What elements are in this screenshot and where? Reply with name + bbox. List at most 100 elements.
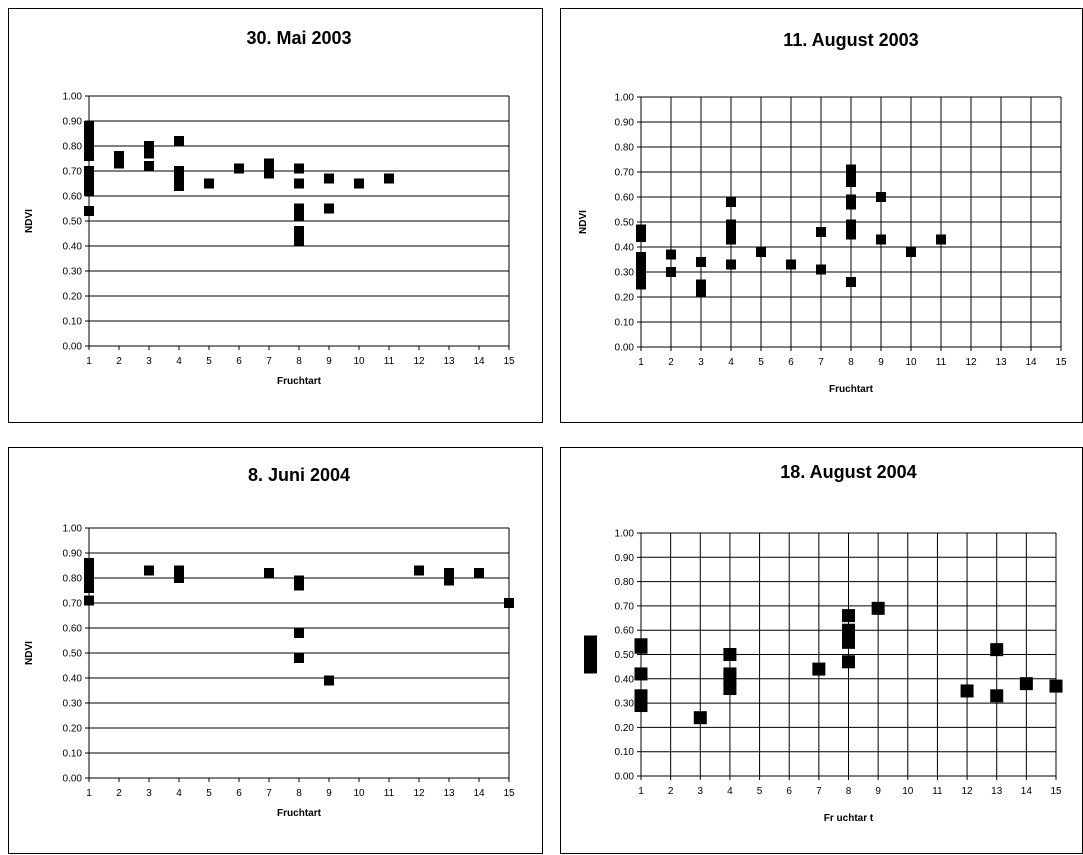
data-point <box>876 234 886 245</box>
x-tick-label: 13 <box>991 786 1003 797</box>
y-tick-label: 0.50 <box>615 650 635 661</box>
x-tick-label: 11 <box>384 356 395 367</box>
y-tick-label: 0.90 <box>615 553 635 564</box>
chart-title: 30. Mai 2003 <box>246 28 351 48</box>
data-point <box>234 163 244 174</box>
data-point <box>174 565 184 576</box>
data-point <box>114 158 124 169</box>
data-point <box>504 598 514 608</box>
chart-title: 18. August 2004 <box>780 462 916 482</box>
x-tick-label: 11 <box>384 788 395 799</box>
y-tick-label: 1.00 <box>63 524 83 535</box>
data-point <box>354 178 364 189</box>
x-tick-label: 14 <box>473 356 485 367</box>
x-tick-label: 9 <box>326 356 332 367</box>
data-point <box>174 181 184 191</box>
data-point <box>876 192 886 202</box>
x-tick-label: 3 <box>698 357 704 368</box>
data-point <box>756 247 766 257</box>
y-tick-label: 0.00 <box>615 343 635 354</box>
x-tick-label: 15 <box>503 788 515 799</box>
scatter-chart-2: 11. August 2003 0.00 0.10 0.20 0.30 0.40 0.50 0… <box>578 30 1067 395</box>
data-point <box>294 653 304 663</box>
data-point <box>990 643 1004 657</box>
x-tick-label: 6 <box>788 357 794 368</box>
x-tick-label: 3 <box>146 788 152 799</box>
chart-panel-2: 11. August 2003 0.00 0.10 0.20 0.30 0.40 0.50 0… <box>560 8 1083 423</box>
y-tick-label: 0.20 <box>63 724 83 735</box>
x-tick-label: 10 <box>905 357 917 368</box>
x-tick-label: 9 <box>878 357 884 368</box>
data-point <box>414 565 424 576</box>
data-point <box>174 573 184 583</box>
data-point <box>636 232 646 242</box>
y-tick-label: 0.10 <box>63 317 83 328</box>
x-tick-label: 4 <box>727 786 733 797</box>
chart-panel-4: 18. August 2004 0.00 0.10 0.20 0.30 0.40 0.50 0… <box>560 447 1083 854</box>
scatter-chart-3: 8. Juni 2004 0.00 0.10 0.20 0.30 0.40 0.50 0.60… <box>24 465 515 819</box>
x-tick-label: 12 <box>413 356 425 367</box>
x-tick-label: 5 <box>206 356 212 367</box>
data-point <box>906 247 916 257</box>
x-tick-label: 15 <box>503 356 515 367</box>
data-point <box>324 675 334 686</box>
data-point <box>816 227 826 237</box>
y-tick-label: 0.70 <box>615 168 635 179</box>
x-tick-label: 2 <box>668 357 674 368</box>
data-point <box>294 236 304 246</box>
data-point <box>812 662 826 676</box>
data-point <box>846 169 856 180</box>
chart-title: 8. Juni 2004 <box>248 465 350 485</box>
y-tick-label: 0.40 <box>63 674 83 685</box>
data-point <box>936 234 946 245</box>
y-tick-label: 0.10 <box>63 749 83 760</box>
data-point <box>786 259 796 270</box>
data-point <box>294 178 304 189</box>
x-tick-label: 7 <box>266 788 272 799</box>
data-point <box>114 151 124 161</box>
x-tick-label: 15 <box>1050 786 1062 797</box>
x-tick-label: 1 <box>638 357 644 368</box>
data-point <box>634 699 648 713</box>
data-point <box>204 178 214 189</box>
data-point <box>144 141 154 151</box>
y-tick-label: 0.40 <box>615 243 635 254</box>
data-point <box>84 583 94 593</box>
data-point <box>696 279 706 290</box>
data-point <box>144 161 154 171</box>
data-point <box>726 234 736 245</box>
data-point <box>846 277 856 287</box>
data-point <box>294 226 304 236</box>
data-point <box>636 279 646 290</box>
x-tick-label: 4 <box>176 788 182 799</box>
y-tick-label: 0.50 <box>63 217 83 228</box>
data-point <box>84 151 94 161</box>
x-tick-label: 8 <box>846 786 852 797</box>
y-tick-label: 0.30 <box>63 267 83 278</box>
y-tick-label: 0.60 <box>63 624 83 635</box>
y-tick-label: 0.70 <box>615 601 635 612</box>
data-point <box>144 148 154 159</box>
x-tick-label: 5 <box>758 357 764 368</box>
x-tick-label: 6 <box>236 356 242 367</box>
x-tick-label: 13 <box>443 788 455 799</box>
data-point <box>726 197 736 207</box>
y-axis-label: NDVI <box>24 209 35 233</box>
y-tick-label: 0.90 <box>63 549 83 560</box>
x-tick-label: 7 <box>266 356 272 367</box>
data-point <box>84 186 94 196</box>
y-axis-label-block <box>584 635 597 674</box>
y-axis-label: NDVI <box>578 210 589 234</box>
y-tick-label: 0.50 <box>63 649 83 660</box>
y-tick-label: 1.00 <box>615 529 635 540</box>
x-tick-label: 14 <box>1025 357 1037 368</box>
y-tick-label: 0.70 <box>63 167 83 178</box>
data-point <box>666 249 676 260</box>
data-point <box>696 257 706 267</box>
data-point <box>960 684 974 698</box>
x-axis-label: Fr uchtar t <box>824 813 874 824</box>
data-point <box>84 595 94 606</box>
y-tick-label: 0.20 <box>63 292 83 303</box>
x-tick-label: 8 <box>296 788 302 799</box>
data-point <box>693 711 707 725</box>
